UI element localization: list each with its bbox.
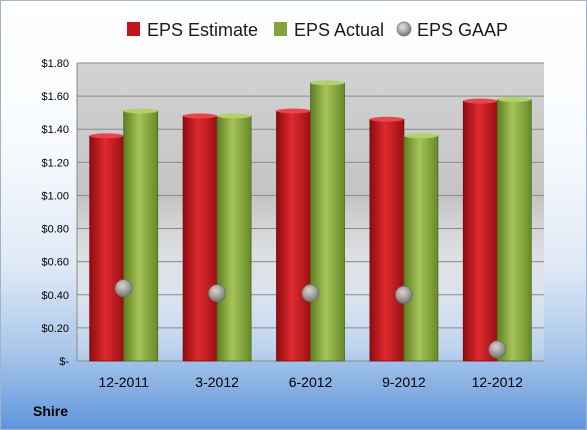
y-tick-label: $0.80 — [41, 224, 69, 236]
y-tick-label: $1.60 — [41, 91, 69, 103]
eps-actual-bar-top — [497, 96, 532, 102]
eps-actual-bar-top — [217, 113, 252, 119]
eps-actual-bar-top — [310, 80, 345, 86]
y-tick-label: $0.40 — [41, 290, 69, 302]
eps-estimate-bar — [89, 135, 125, 362]
x-category-label: 3-2012 — [195, 374, 239, 390]
legend-label: EPS Actual — [294, 20, 384, 40]
legend: EPS Estimate EPS Actual EPS GAAP — [127, 20, 508, 40]
y-tick-label: $1.20 — [41, 157, 69, 169]
x-category-label: 6-2012 — [289, 374, 333, 390]
eps-estimate-bar-top — [276, 108, 311, 114]
x-category-label: 9-2012 — [382, 374, 426, 390]
eps-estimate-bar-top — [369, 116, 404, 122]
eps-gaap-point — [301, 284, 320, 303]
eps-gaap-point — [394, 285, 413, 304]
eps-estimate-bar — [182, 115, 218, 362]
eps-estimate-bar — [462, 100, 498, 362]
eps-estimate-bar — [276, 110, 311, 362]
x-axis-categories: 12-2011 3-2012 6-2012 9-2012 12-2012 — [99, 374, 524, 390]
eps-actual-bar — [310, 82, 345, 362]
x-category-label: 12-2012 — [472, 374, 524, 390]
eps-estimate-bar-top — [183, 113, 218, 119]
eps-gaap-point — [488, 340, 507, 359]
legend-estimate-marker — [127, 22, 140, 36]
y-tick-label: $1.00 — [41, 190, 69, 202]
eps-estimate-bar — [369, 118, 405, 362]
y-tick-label: $1.80 — [41, 58, 69, 70]
eps-gaap-point — [114, 279, 133, 298]
gaap-points — [114, 279, 507, 359]
bars — [89, 80, 532, 362]
eps-actual-bar — [496, 99, 532, 362]
y-axis-ticks: $- $0.20 $0.40 $0.60 $0.80 $1.00 $1.20 $1.40 $1.… — [41, 58, 69, 368]
eps-actual-bar — [123, 110, 159, 362]
eps-estimate-bar-top — [463, 98, 498, 104]
x-category-label: 12-2011 — [99, 374, 150, 390]
legend-label: EPS GAAP — [417, 20, 508, 40]
eps-estimate-bar-top — [89, 133, 124, 139]
legend-label: EPS Estimate — [147, 20, 258, 40]
y-tick-label: $- — [59, 356, 69, 368]
y-tick-label: $1.40 — [41, 124, 69, 136]
legend-actual-marker — [274, 22, 287, 36]
legend-gaap-marker — [396, 21, 412, 37]
eps-actual-bar — [216, 115, 252, 362]
eps-gaap-point — [208, 284, 227, 303]
eps-actual-bar-top — [403, 133, 438, 139]
y-tick-label: $0.20 — [41, 323, 69, 335]
company-name: Shire — [33, 403, 69, 419]
eps-actual-bar — [403, 135, 439, 362]
y-tick-label: $0.60 — [41, 257, 69, 269]
eps-actual-bar-top — [123, 108, 158, 114]
